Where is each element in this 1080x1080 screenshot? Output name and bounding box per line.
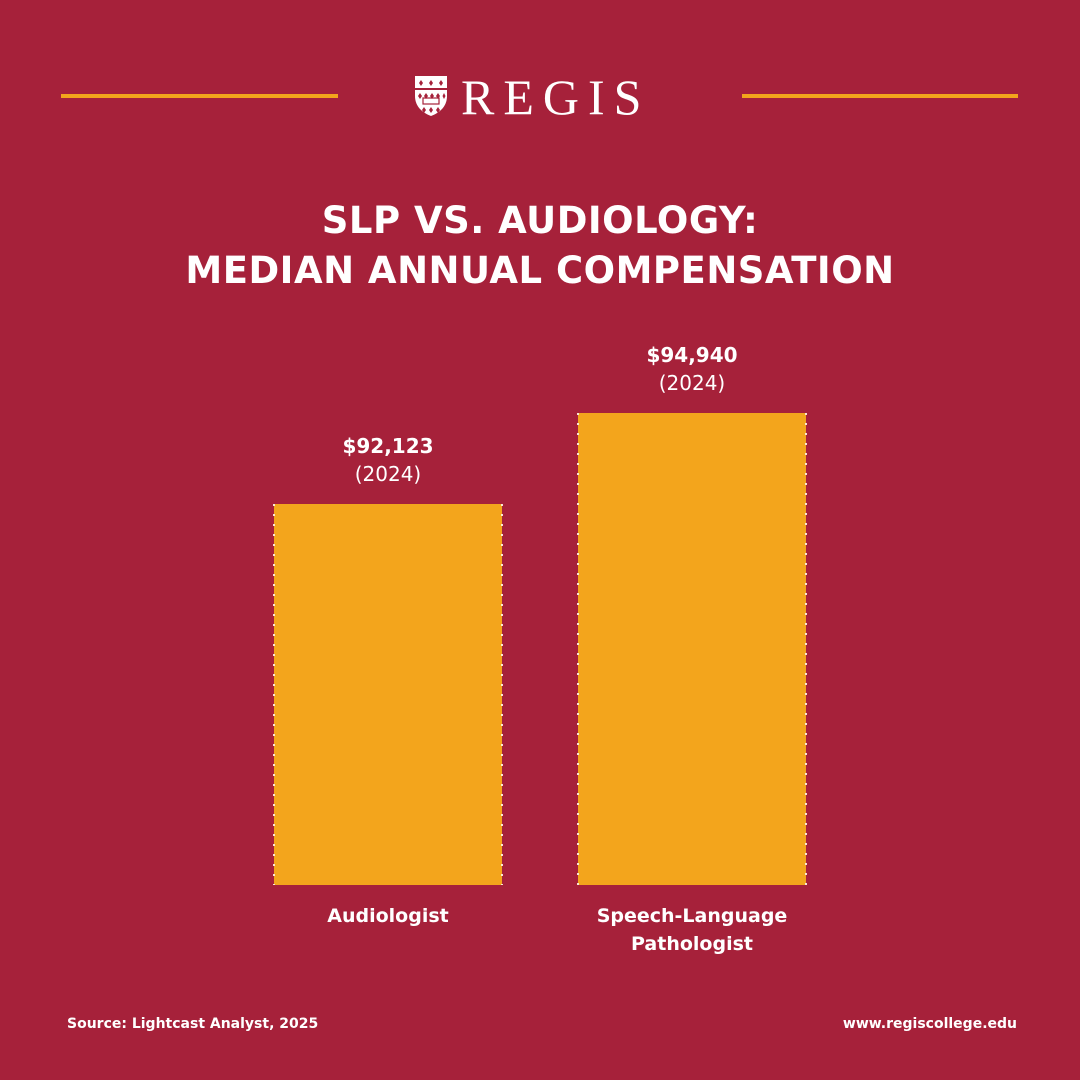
bar-audiologist <box>273 504 503 885</box>
header-rule-left <box>61 94 338 98</box>
category-label-line-2: Pathologist <box>631 933 753 955</box>
shield-crest-icon <box>415 76 447 116</box>
chart-title: SLP VS. AUDIOLOGY: MEDIAN ANNUAL COMPENS… <box>0 196 1080 296</box>
bar-value-label-slp: $94,940 (2024) <box>578 342 806 398</box>
brand-wordmark: REGIS <box>461 69 651 125</box>
bar-value-year: (2024) <box>354 462 422 486</box>
bar-value-amount: $92,123 <box>342 434 434 458</box>
source-note: Source: Lightcast Analyst, 2025 <box>67 1016 319 1032</box>
header-rule-right <box>742 94 1018 98</box>
bar-value-year: (2024) <box>658 371 726 395</box>
bar-value-amount: $94,940 <box>646 343 738 367</box>
category-label-slp: Speech-Language Pathologist <box>562 902 822 958</box>
category-label-audiologist: Audiologist <box>258 902 518 930</box>
chart-title-line-2: MEDIAN ANNUAL COMPENSATION <box>185 249 895 292</box>
chart-title-line-1: SLP VS. AUDIOLOGY: <box>321 199 759 242</box>
category-label-line-1: Audiologist <box>327 905 449 927</box>
website-link[interactable]: www.regiscollege.edu <box>842 1016 1017 1032</box>
bar-value-label-audiologist: $92,123 (2024) <box>274 433 502 489</box>
bar-speech-language-pathologist <box>577 413 807 885</box>
category-label-line-1: Speech-Language <box>596 905 788 927</box>
regis-logo: REGIS <box>413 69 651 125</box>
